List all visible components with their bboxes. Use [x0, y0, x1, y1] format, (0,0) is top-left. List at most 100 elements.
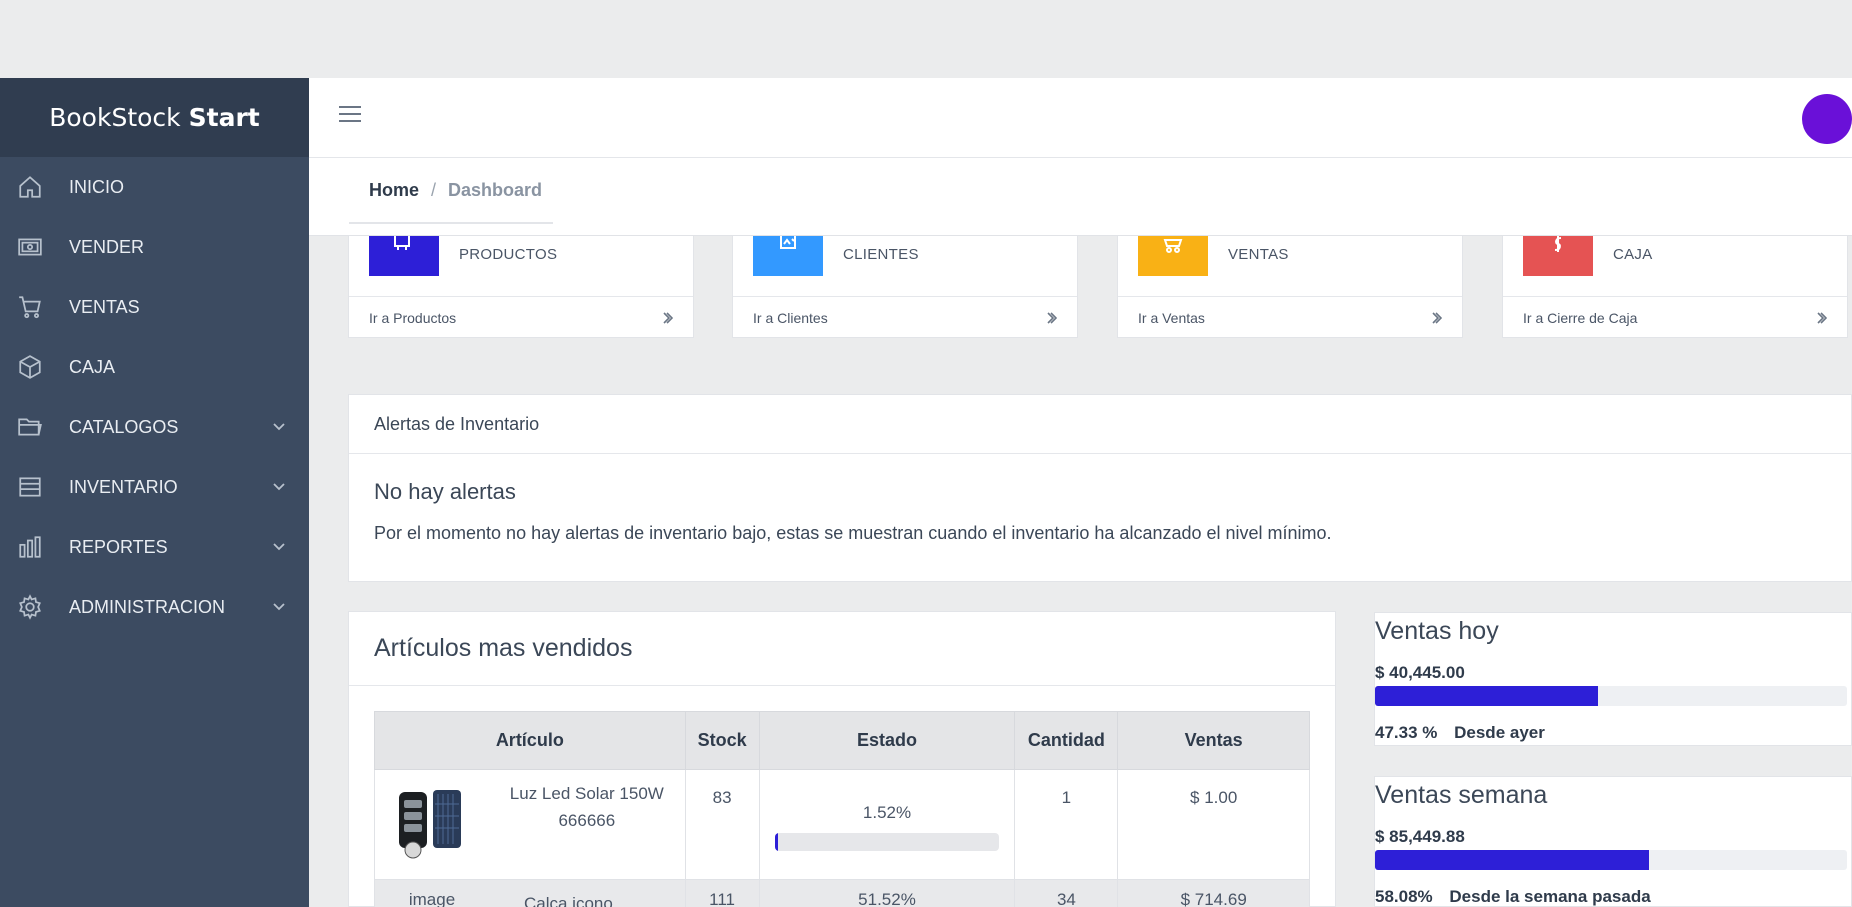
product-name: Calca icono: [524, 894, 613, 907]
sales-today-amount: $ 40,445.00: [1375, 663, 1465, 682]
product-name: Luz Led Solar 150W: [509, 784, 664, 803]
card-link-label: Ir a Productos: [369, 309, 457, 326]
breadcrumb-bar: Home / Dashboard: [309, 158, 1852, 236]
brand-logo[interactable]: BookStock Start: [0, 78, 309, 157]
sales-today-widget: Ventas hoy $ 40,445.00 47.33 % Desde aye…: [1374, 612, 1852, 746]
card-label: CAJA: [1613, 246, 1653, 263]
cantidad-cell: 1: [1014, 769, 1119, 880]
column-header: Stock: [684, 711, 760, 770]
sales-week-widget: Ventas semana $ 85,449.88 58.08% Desde l…: [1374, 776, 1852, 907]
best-sellers-table: Artículo Stock Estado Cantidad Ventas: [374, 711, 1310, 907]
cantidad-cell: 34: [1014, 879, 1119, 907]
alerts-title: No hay alertas: [374, 479, 516, 504]
estado-progress-fill: [775, 833, 779, 851]
monitor-icon: [369, 236, 439, 276]
brand-name-bold: Start: [188, 103, 260, 132]
sales-today-since: Desde ayer: [1454, 723, 1545, 742]
sidebar-item-reportes[interactable]: REPORTES: [0, 517, 309, 577]
sales-week-progress-fill: [1375, 850, 1650, 870]
avatar[interactable]: [1802, 94, 1852, 144]
stock-cell: 111: [684, 879, 760, 907]
chevron-right-icon: [1815, 311, 1828, 324]
sidebar-item-label: CATALOGOS: [69, 416, 179, 437]
sidebar-item-label: CAJA: [69, 356, 116, 377]
card-link-label: Ir a Clientes: [753, 309, 828, 326]
box-icon: [15, 352, 45, 382]
sidebar-item-label: VENTAS: [69, 296, 140, 317]
home-icon: [15, 172, 45, 202]
gear-icon: [15, 592, 45, 622]
product-image-alt: image: [408, 890, 456, 907]
column-header: Estado: [758, 711, 1016, 770]
top-header: [309, 78, 1852, 158]
card-caja: CAJA Ir a Cierre de Caja: [1502, 236, 1848, 338]
table-row[interactable]: image Calca icono 111 51.52% 34 $ 714.69: [374, 879, 1310, 907]
sidebar-item-label: INVENTARIO: [69, 476, 178, 497]
sales-today-progress-bar: [1375, 686, 1847, 706]
estado-value: 1.52%: [862, 803, 912, 822]
sidebar-item-inicio[interactable]: INICIO: [0, 157, 309, 217]
sales-today-title: Ventas hoy: [1375, 617, 1499, 645]
sales-today-progress-fill: [1375, 686, 1599, 706]
column-header: Ventas: [1117, 711, 1310, 770]
sidebar-item-catalogos[interactable]: CATALOGOS: [0, 397, 309, 457]
list-icon: [15, 472, 45, 502]
estado-cell: 51.52%: [758, 879, 1016, 907]
alerts-header: Alertas de Inventario: [349, 395, 1851, 454]
card-link-ventas[interactable]: Ir a Ventas: [1118, 296, 1462, 338]
column-header: Artículo: [374, 711, 686, 770]
table-header-row: Artículo Stock Estado Cantidad Ventas: [374, 711, 1310, 770]
product-code: 666666: [558, 811, 616, 830]
sidebar-item-vender[interactable]: VENDER: [0, 217, 309, 277]
sales-today-percent: 47.33 %: [1375, 723, 1438, 742]
article-cell: Luz Led Solar 150W 666666: [374, 769, 686, 880]
sidebar-item-label: INICIO: [69, 176, 125, 197]
breadcrumb: Home / Dashboard: [349, 158, 553, 224]
top-gap: [0, 0, 1852, 78]
sales-week-progress-bar: [1375, 850, 1847, 870]
alerts-description: Por el momento no hay alertas de inventa…: [374, 523, 1332, 543]
cart-icon: [1138, 236, 1208, 276]
sidebar-item-inventario[interactable]: INVENTARIO: [0, 457, 309, 517]
sales-week-amount: $ 85,449.88: [1375, 827, 1465, 846]
sidebar-nav: INICIO VENDER VENTAS CAJA CATALOGOS INVE…: [0, 157, 309, 637]
card-link-clientes[interactable]: Ir a Clientes: [733, 296, 1077, 338]
folder-icon: [15, 412, 45, 442]
card-link-label: Ir a Cierre de Caja: [1523, 309, 1638, 326]
estado-cell: 1.52%: [758, 769, 1016, 880]
card-link-productos[interactable]: Ir a Productos: [349, 296, 693, 338]
sidebar-item-ventas[interactable]: VENTAS: [0, 277, 309, 337]
stock-cell: 83: [684, 769, 760, 880]
table-row[interactable]: Luz Led Solar 150W 666666 83 1.52% 1 $ 1…: [374, 769, 1310, 880]
card-label: CLIENTES: [843, 246, 919, 263]
estado-progress-bar: [775, 833, 999, 851]
chevron-down-icon: [271, 418, 287, 434]
card-ventas: VENTAS Ir a Ventas: [1117, 236, 1463, 338]
sales-week-title: Ventas semana: [1375, 781, 1548, 809]
article-cell: image Calca icono: [374, 879, 686, 907]
cash-register-icon: [15, 232, 45, 262]
chevron-down-icon: [271, 598, 287, 614]
sidebar-item-label: ADMINISTRACION: [69, 596, 226, 617]
breadcrumb-separator: /: [431, 179, 437, 200]
cart-icon: [15, 292, 45, 322]
menu-toggle-icon[interactable]: [339, 106, 361, 128]
ventas-cell: $ 714.69: [1117, 879, 1310, 907]
card-label: VENTAS: [1228, 246, 1289, 263]
ventas-cell: $ 1.00: [1117, 769, 1310, 880]
sidebar-item-label: REPORTES: [69, 536, 168, 557]
inventory-alerts-panel: Alertas de Inventario No hay alertas Por…: [348, 394, 1852, 582]
breadcrumb-home[interactable]: Home: [369, 179, 420, 200]
product-image: [393, 784, 469, 860]
dollar-icon: [1523, 236, 1593, 276]
card-link-caja[interactable]: Ir a Cierre de Caja: [1503, 296, 1847, 338]
chevron-right-icon: [1430, 311, 1443, 324]
card-clientes: CLIENTES Ir a Clientes: [732, 236, 1078, 338]
card-productos: PRODUCTOS Ir a Productos: [348, 236, 694, 338]
sidebar-item-label: VENDER: [69, 236, 145, 257]
sidebar-item-caja[interactable]: CAJA: [0, 337, 309, 397]
sidebar: BookStock Start INICIO VENDER VENTAS CAJ…: [0, 78, 309, 907]
sidebar-item-administracion[interactable]: ADMINISTRACION: [0, 577, 309, 637]
brand-name: BookStock: [49, 103, 181, 132]
best-sellers-panel: Artículos mas vendidos Artículo Stock Es…: [348, 611, 1336, 907]
